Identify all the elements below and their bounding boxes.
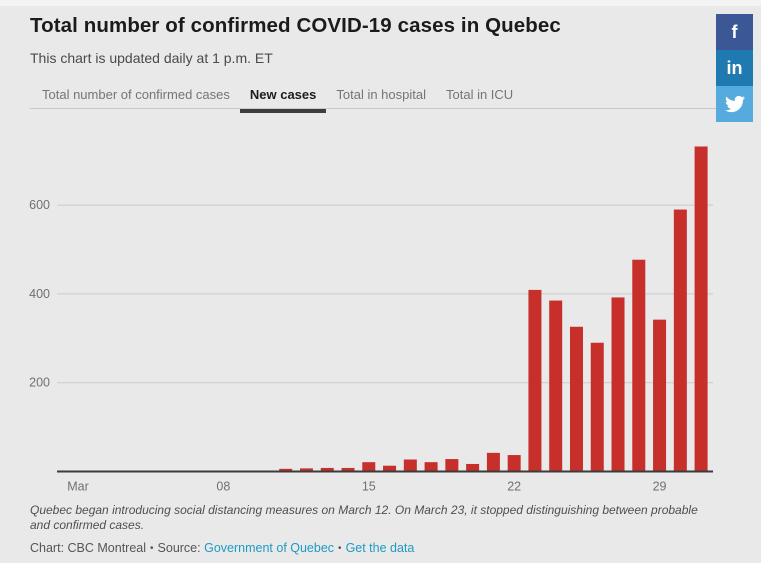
linkedin-in-icon: in — [726, 57, 743, 78]
tab-total-in-hospital[interactable]: Total in hospital — [336, 87, 426, 102]
credit-text: Chart: CBC Montreal — [30, 541, 147, 555]
bar-march-31[interactable] — [694, 146, 708, 472]
tab-total-in-icu[interactable]: Total in ICU — [446, 87, 514, 102]
credit-separator: • — [338, 543, 342, 554]
chart-credit: Chart: CBC Montreal • Source: Government o… — [30, 541, 414, 555]
y-axis-label-400: 400 — [29, 287, 50, 301]
bar-march-30[interactable] — [673, 209, 687, 472]
bar-march-13[interactable] — [320, 467, 334, 472]
share-bar: f in — [716, 14, 753, 122]
bar-march-11[interactable] — [279, 468, 293, 472]
y-axis-label-600: 600 — [29, 198, 50, 212]
new-cases-bar-chart: 200 400 600 Mar 08 15 22 29 — [29, 146, 713, 494]
x-axis-label-29: 29 — [653, 480, 667, 494]
bar-march-28[interactable] — [632, 259, 646, 472]
bar-march-24[interactable] — [549, 300, 563, 472]
twitter-share-button[interactable] — [716, 86, 753, 122]
get-the-data-link[interactable]: Get the data — [345, 541, 415, 555]
bar-march-17[interactable] — [403, 459, 417, 472]
x-axis-label-08: 08 — [216, 480, 230, 494]
source-link[interactable]: Government of Quebec — [204, 541, 335, 555]
x-axis-label-mar: Mar — [67, 480, 89, 494]
source-label: Source: — [157, 541, 201, 555]
x-axis-label-15: 15 — [362, 480, 376, 494]
bar-march-15[interactable] — [362, 462, 376, 472]
page-subtitle: This chart is updated daily at 1 p.m. ET — [30, 50, 273, 66]
x-axis-label-22: 22 — [507, 480, 521, 494]
top-strip — [0, 0, 761, 6]
tab-bar: Total number of confirmed cases New case… — [32, 83, 523, 113]
facebook-f-icon: f — [731, 21, 738, 42]
credit-separator: • — [150, 543, 154, 554]
bar-march-29[interactable] — [653, 319, 667, 472]
bar-march-26[interactable] — [590, 342, 604, 472]
bar-march-14[interactable] — [341, 467, 355, 472]
bar-march-27[interactable] — [611, 297, 625, 472]
page-title: Total number of confirmed COVID-19 cases… — [30, 14, 561, 37]
bar-march-22[interactable] — [507, 455, 521, 472]
bar-march-23[interactable] — [528, 289, 542, 472]
facebook-share-button[interactable]: f — [716, 14, 753, 50]
y-axis-label-200: 200 — [29, 376, 50, 390]
bar-march-12[interactable] — [299, 468, 313, 472]
chart-footnote: Quebec began introducing social distanci… — [30, 503, 698, 532]
bar-march-19[interactable] — [445, 459, 459, 472]
bar-march-20[interactable] — [466, 463, 480, 472]
bar-march-16[interactable] — [383, 465, 397, 472]
tab-new-cases[interactable]: New cases — [239, 83, 327, 113]
linkedin-share-button[interactable]: in — [716, 50, 753, 86]
tab-divider — [30, 108, 716, 109]
bar-march-21[interactable] — [486, 452, 500, 472]
tab-total-confirmed-cases[interactable]: Total number of confirmed cases — [42, 87, 230, 102]
twitter-bird-icon — [724, 94, 745, 114]
bar-march-25[interactable] — [569, 326, 583, 472]
bar-march-18[interactable] — [424, 462, 438, 472]
